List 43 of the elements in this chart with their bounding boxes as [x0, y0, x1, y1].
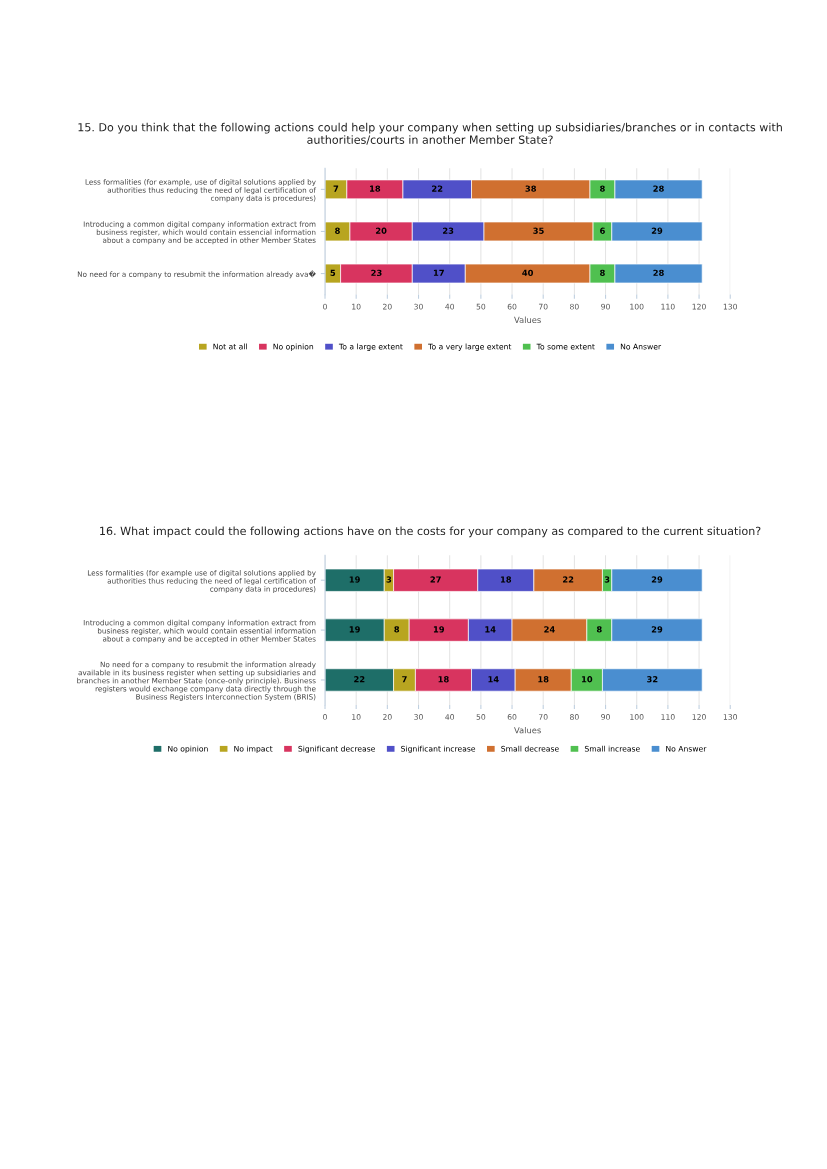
- data-label: 14: [488, 676, 499, 683]
- data-label: 22: [563, 576, 574, 583]
- data-label: 8: [596, 626, 602, 633]
- x-axis-title: Values: [514, 316, 541, 324]
- data-label: 29: [651, 576, 663, 583]
- chart-title: 16. What impact could the following actions have on the costs for your company as compared to the current situation?: [100, 526, 761, 538]
- data-label: 18: [438, 676, 449, 683]
- x-axis-title: Values: [514, 726, 541, 734]
- data-label: 5: [330, 269, 336, 276]
- data-label: 38: [525, 185, 537, 192]
- data-label: 18: [500, 576, 512, 583]
- data-label: 6: [600, 227, 605, 234]
- data-label: 18: [370, 185, 381, 192]
- data-label: 40: [522, 269, 534, 276]
- data-label: 7: [333, 185, 339, 192]
- data-label: 8: [394, 626, 400, 633]
- data-label: 14: [485, 626, 496, 633]
- data-label: 19: [433, 626, 445, 633]
- data-label: 23: [443, 227, 454, 234]
- data-label: 35: [533, 227, 544, 234]
- data-label: 32: [647, 676, 658, 683]
- data-label: 17: [433, 269, 444, 276]
- data-label: 7: [402, 676, 407, 683]
- data-label: 8: [600, 185, 605, 192]
- chart-title: 15. Do you think that the following actions could help your company when setting up subsidiaries/branches or in contacts with authorities/courts in another Member State?: [78, 122, 782, 145]
- data-label: 8: [335, 227, 340, 234]
- data-label: 18: [538, 676, 549, 683]
- data-label: 3: [604, 576, 610, 583]
- data-label: 10: [581, 676, 593, 683]
- data-label: 19: [349, 626, 360, 633]
- data-label: 19: [349, 576, 360, 583]
- data-label: 20: [375, 227, 387, 234]
- data-label: 29: [651, 626, 663, 633]
- data-label: 22: [432, 185, 443, 192]
- data-label: 23: [371, 269, 382, 276]
- data-label: 29: [651, 227, 663, 234]
- data-label: 22: [354, 676, 365, 683]
- data-label: 28: [653, 269, 664, 276]
- data-label: 28: [653, 185, 664, 192]
- data-label: 24: [544, 626, 555, 633]
- data-label: 3: [386, 576, 392, 583]
- data-label: 8: [600, 269, 605, 276]
- data-label: 27: [430, 576, 441, 583]
